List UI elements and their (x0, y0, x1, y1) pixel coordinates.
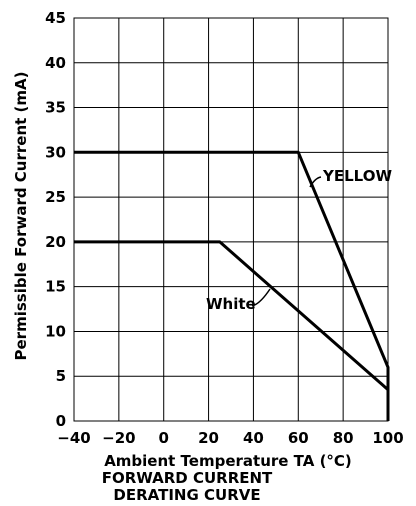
y-tick-label: 5 (56, 367, 66, 385)
leader-yellow (309, 176, 322, 188)
x-tick-label: 40 (243, 429, 264, 447)
x-axis-label: Ambient Temperature TA (°C) (104, 452, 352, 470)
y-tick-label: 10 (45, 322, 66, 340)
x-tick-label: 100 (372, 429, 403, 447)
y-tick-label: 30 (45, 143, 66, 161)
y-tick-label: 20 (45, 233, 66, 251)
caption-line-1: FORWARD CURRENT (102, 469, 273, 487)
series-label-white: White (206, 295, 256, 313)
x-tick-label: 60 (288, 429, 309, 447)
x-tick-labels: −40 −20 0 20 40 60 80 100 (57, 429, 403, 447)
x-tick-label: −20 (102, 429, 135, 447)
grid (73, 17, 389, 422)
x-tick-label: −40 (57, 429, 90, 447)
x-tick-label: 0 (158, 429, 168, 447)
series-label-yellow: YELLOW (322, 167, 392, 185)
y-tick-label: 45 (45, 9, 66, 27)
plot-frame (73, 17, 389, 422)
caption-line-2: DERATING CURVE (113, 486, 260, 504)
series-line-white (74, 240, 390, 421)
series-lines (74, 150, 390, 421)
leader-white (251, 288, 271, 307)
y-axis-label: Permissible Forward Current (mA) (12, 72, 30, 361)
y-tick-label: 15 (45, 278, 66, 296)
y-tick-label: 40 (45, 54, 66, 72)
y-tick-label: 0 (56, 412, 66, 430)
x-tick-label: 80 (333, 429, 354, 447)
series-annotations: YELLOW White (206, 167, 392, 313)
y-tick-labels: 0 5 10 15 20 25 30 35 40 45 (45, 9, 66, 430)
x-tick-label: 20 (198, 429, 219, 447)
y-tick-label: 25 (45, 188, 66, 206)
y-tick-label: 35 (45, 99, 66, 117)
